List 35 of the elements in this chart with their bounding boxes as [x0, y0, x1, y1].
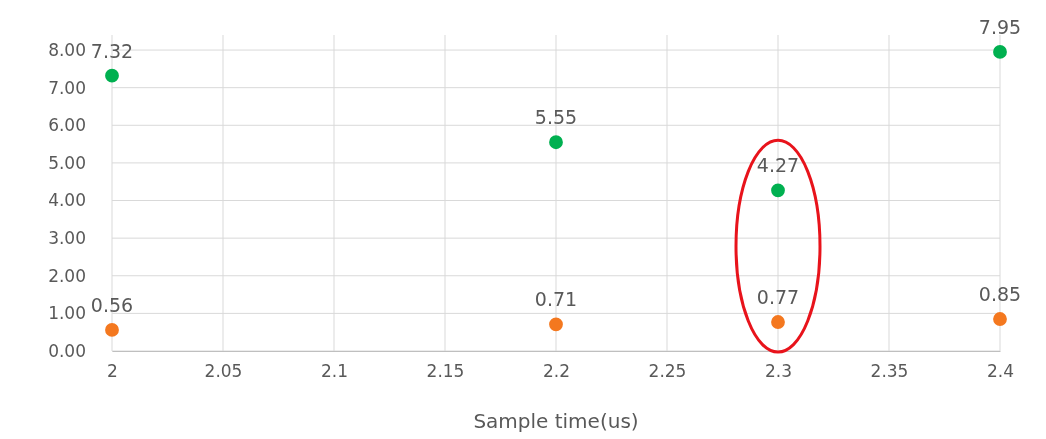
y-tick-label: 3.00	[48, 228, 86, 249]
y-tick-label: 8.00	[48, 39, 86, 60]
y-tick-label: 0.00	[48, 340, 86, 361]
point	[549, 317, 563, 332]
x-tick-label: 2	[107, 361, 118, 382]
data-label: 5.55	[534, 106, 578, 129]
data-label: 0.77	[756, 286, 800, 309]
point	[549, 135, 563, 150]
x-tick-label: 2.3	[764, 361, 793, 382]
data-label: 7.32	[90, 39, 134, 62]
x-tick-label: 2.1	[320, 361, 349, 382]
y-tick-label: 6.00	[48, 115, 86, 136]
x-tick-label: 2.2	[542, 361, 571, 382]
point	[105, 323, 119, 337]
point	[105, 68, 119, 83]
x-tick-label: 2.05	[204, 361, 243, 382]
y-tick-label: 1.00	[48, 303, 86, 324]
y-tick-label: 4.00	[48, 190, 86, 211]
x-tick-label: 2.15	[426, 361, 465, 382]
data-label: 4.27	[756, 154, 800, 177]
point	[993, 45, 1007, 59]
x-tick-label: 2.35	[870, 361, 909, 382]
point	[771, 315, 785, 329]
x-tick-label: 2.4	[986, 361, 1015, 382]
x-axis-title: Sample time(us)	[473, 409, 639, 433]
point	[993, 312, 1007, 326]
y-tick-label: 5.00	[48, 152, 86, 173]
data-label: 0.85	[978, 283, 1022, 306]
data-label: 7.95	[978, 15, 1022, 38]
x-tick-label: 2.25	[648, 361, 687, 382]
data-label: 0.56	[90, 293, 134, 316]
y-tick-label: 2.00	[48, 265, 86, 286]
point	[771, 183, 785, 198]
y-tick-label: 7.00	[48, 77, 86, 98]
data-label: 0.71	[534, 288, 578, 311]
